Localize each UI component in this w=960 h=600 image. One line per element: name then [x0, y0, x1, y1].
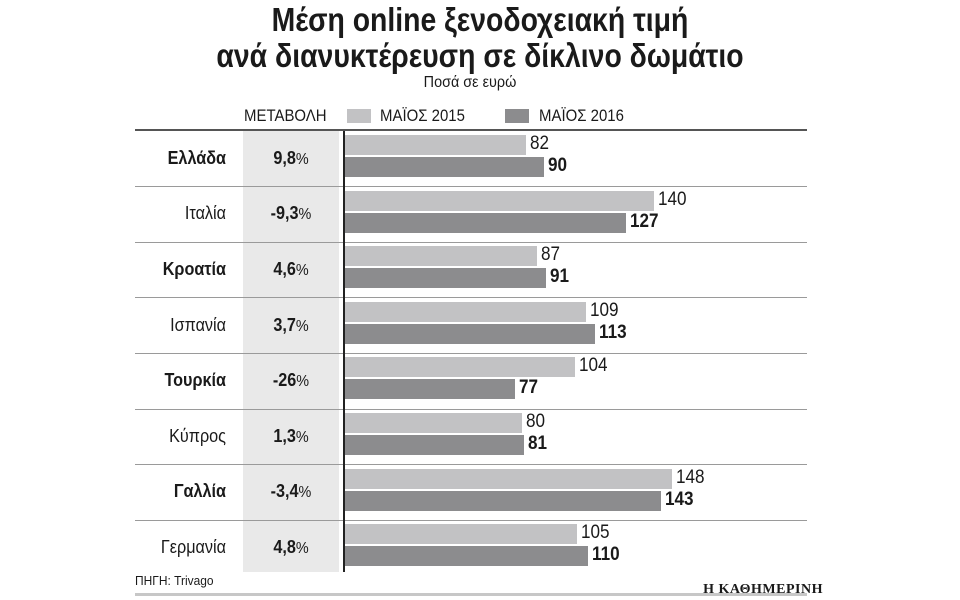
change-unit: %	[295, 150, 309, 168]
bar-value-label-2016: 90	[547, 155, 567, 176]
row-divider	[135, 297, 807, 299]
bar-2015	[345, 301, 586, 322]
change-value: 4,6%	[248, 259, 334, 280]
country-label: Γαλλία	[173, 481, 226, 502]
bar-value-label-2016: 91	[550, 266, 570, 288]
bar-value-label-2016: 110	[592, 544, 620, 566]
change-number: 1,3	[273, 425, 296, 446]
bar-2015	[345, 190, 655, 211]
bar-value-label-2015: 82	[530, 133, 550, 154]
change-column-header: ΜΕΤΑΒΟΛΗ	[244, 106, 327, 125]
bar-value-label-2016: 81	[527, 433, 547, 454]
change-unit: %	[298, 484, 312, 502]
change-unit: %	[295, 317, 309, 335]
change-value: -9,3%	[248, 203, 334, 224]
bar-2015	[345, 524, 577, 545]
footer-divider	[135, 593, 807, 596]
bar-value-label-2016: 77	[519, 377, 539, 399]
change-value: 9,8%	[248, 148, 334, 169]
change-unit: %	[295, 262, 309, 279]
change-column-band	[243, 131, 339, 572]
country-label: Τουρκία	[164, 370, 226, 391]
change-number: 4,8	[273, 537, 296, 557]
change-unit: %	[295, 540, 309, 557]
bar-2016	[345, 435, 524, 455]
chart-subtitle: Ποσά σε ευρώ	[423, 74, 517, 91]
bar-value-label-2015: 148	[676, 466, 705, 488]
bar-value-label-2016: 127	[629, 210, 659, 232]
bar-value-label-2015: 140	[658, 188, 687, 210]
chart-title: Μέση online ξενοδοχειακή τιμή ανά διανυκ…	[67, 2, 893, 74]
country-label: Ισπανία	[170, 314, 226, 335]
country-label: Ελλάδα	[167, 147, 226, 168]
country-label: Κροατία	[162, 259, 226, 279]
change-number: 9,8	[273, 147, 296, 168]
bar-value-label-2015: 80	[525, 411, 545, 432]
change-value: 1,3%	[248, 426, 334, 447]
bar-2016	[345, 157, 544, 177]
bar-2016	[345, 323, 595, 344]
bar-2015	[345, 468, 672, 489]
bar-value-label-2016: 113	[598, 321, 627, 343]
header-divider	[135, 129, 807, 131]
chart-title-line-1: Μέση online ξενοδοχειακή τιμή	[271, 1, 689, 38]
row-divider	[135, 519, 807, 521]
change-number: -3,4	[270, 481, 299, 502]
bar-2015	[345, 413, 522, 433]
row-divider	[135, 352, 807, 354]
bar-2016	[345, 268, 547, 289]
change-unit: %	[296, 373, 310, 391]
bar-value-label-2015: 109	[589, 299, 619, 321]
change-number: 3,7	[273, 314, 296, 335]
bar-2016	[345, 546, 589, 567]
change-unit: %	[298, 206, 312, 224]
country-label: Ιταλία	[184, 203, 226, 224]
bar-value-label-2015: 105	[580, 522, 610, 544]
legend-swatch-2015	[347, 109, 371, 123]
legend-label-2016: ΜΑΪΟΣ 2016	[539, 106, 624, 125]
bar-value-label-2015: 87	[541, 244, 561, 266]
change-value: 3,7%	[248, 315, 334, 336]
change-value: -3,4%	[248, 481, 334, 502]
legend-label-2015: ΜΑΪΟΣ 2015	[380, 106, 465, 125]
bar-2016	[345, 379, 516, 400]
change-unit: %	[295, 428, 309, 446]
bar-2016	[345, 490, 661, 511]
row-divider	[135, 408, 807, 410]
change-number: -26	[272, 370, 297, 391]
source-note: ΠΗΓΗ: Trivago	[135, 573, 214, 588]
bar-2015	[345, 135, 527, 155]
change-number: -9,3	[270, 203, 299, 224]
bar-2015	[345, 357, 575, 378]
change-number: 4,6	[273, 259, 296, 279]
row-divider	[135, 241, 807, 243]
bar-value-label-2016: 143	[664, 488, 694, 510]
legend-swatch-2016	[505, 109, 529, 123]
bar-value-label-2015: 104	[578, 355, 608, 377]
row-divider	[135, 464, 807, 466]
row-divider	[135, 186, 807, 188]
country-label: Γερμανία	[160, 537, 226, 557]
bar-2016	[345, 212, 626, 233]
chart-title-line-2: ανά διανυκτέρευση σε δίκλινο δωμάτιο	[216, 37, 744, 74]
change-value: -26%	[248, 370, 334, 391]
change-value: 4,8%	[248, 537, 334, 558]
bar-2015	[345, 246, 538, 267]
bar-axis-line	[343, 131, 345, 572]
country-label: Κύπρος	[169, 425, 226, 446]
